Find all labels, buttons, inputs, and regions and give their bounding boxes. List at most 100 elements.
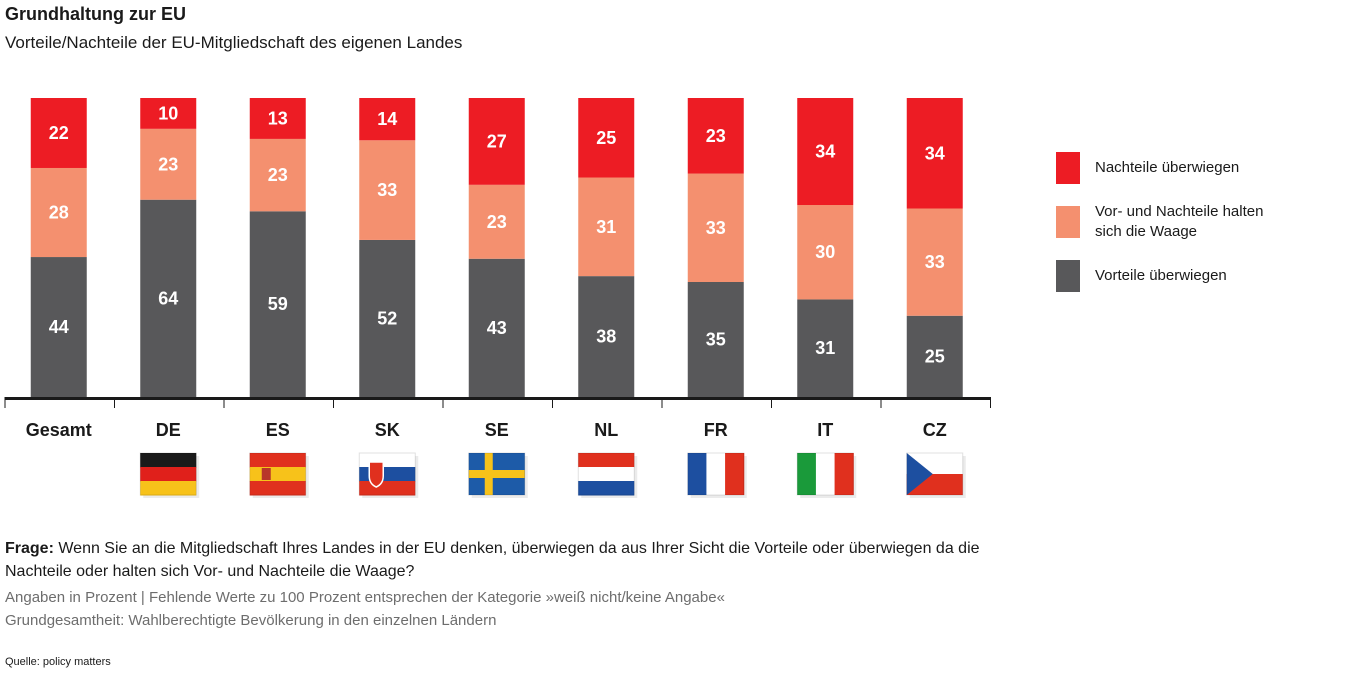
flag-border <box>796 452 854 496</box>
data-label: 13 <box>268 108 288 128</box>
sweden-flag-icon <box>468 452 528 498</box>
bar-segment <box>468 98 525 185</box>
data-label: 34 <box>815 142 835 162</box>
flag-cross <box>468 470 525 478</box>
flag-stripe <box>140 481 197 496</box>
question: Frage: Wenn Sie an die Mitgliedschaft Ih… <box>5 537 985 583</box>
data-label: 35 <box>706 330 726 350</box>
data-label: 10 <box>158 103 178 123</box>
data-label: 44 <box>49 317 69 337</box>
italy-flag-icon <box>796 452 857 498</box>
data-label: 31 <box>596 217 616 237</box>
flag-stripe <box>249 453 306 468</box>
flag-stripe <box>359 481 416 496</box>
bar-segment <box>906 208 963 316</box>
bar-segment <box>30 257 87 397</box>
data-label: 38 <box>596 327 616 347</box>
czech-flag-icon <box>906 452 966 498</box>
data-label: 23 <box>706 126 726 146</box>
legend-swatch <box>1056 206 1080 238</box>
bar-segment <box>468 184 525 259</box>
legend-swatch <box>1056 152 1080 184</box>
flag-stripe <box>578 481 635 496</box>
bar-segment <box>359 98 416 141</box>
data-label: 52 <box>377 308 397 328</box>
legend-item-vorteile: Vorteile überwiegen <box>1056 260 1227 292</box>
flag-stripe <box>834 453 854 495</box>
chart-subtitle: Vorteile/Nachteile der EU-Mitgliedschaft… <box>5 33 463 52</box>
data-label: 33 <box>706 218 726 238</box>
legend-label: Nachteile überwiegen <box>1095 159 1240 176</box>
note-units: Angaben in Prozent | Fehlende Werte zu 1… <box>5 589 725 606</box>
bar-segment <box>797 299 854 397</box>
flag-border <box>577 452 635 496</box>
flag-triangle <box>906 453 933 495</box>
category-label: FR <box>704 420 728 440</box>
flag-border <box>468 452 526 496</box>
flag-border <box>139 452 197 496</box>
bar-segment <box>140 199 197 397</box>
stacked-bar-chart: 44 28 22 Gesamt 64 23 10 DE 59 23 13 ES 52 33 14 SK 43 23… <box>4 98 991 498</box>
flag-stripe <box>249 467 306 482</box>
france-flag-icon <box>687 452 747 498</box>
category-label: SE <box>485 420 509 440</box>
note-population: Grundgesamtheit: Wahlberechtigte Bevölke… <box>5 612 497 629</box>
bar-segment <box>687 98 744 174</box>
bar-segment <box>249 138 306 212</box>
flag-stripe <box>359 467 416 482</box>
data-label: 30 <box>815 242 835 262</box>
chart-title: Grundhaltung zur EU <box>5 4 186 24</box>
spain-flag-icon <box>249 452 309 498</box>
data-label: 28 <box>49 203 69 223</box>
question-label: Frage: <box>5 540 54 557</box>
flag-stripe <box>578 453 635 468</box>
data-label: 23 <box>268 165 288 185</box>
category-label: CZ <box>923 420 947 440</box>
bar-segment <box>906 98 963 209</box>
flag-stripe <box>797 453 817 495</box>
data-label: 34 <box>925 143 945 163</box>
data-label: 64 <box>158 288 178 308</box>
bar-segment <box>30 167 87 258</box>
category-label: SK <box>375 420 400 440</box>
slovakia-flag-icon <box>358 452 419 498</box>
flag-stripe <box>687 453 707 495</box>
bar-segment <box>687 173 744 282</box>
legend-label: Vorteile überwiegen <box>1095 267 1227 284</box>
legend-label: Vor- und Nachteile halten sich die Waage <box>1095 203 1264 240</box>
source: Quelle: policy matters <box>5 656 111 668</box>
flag-border <box>687 452 745 496</box>
data-label: 43 <box>487 318 507 338</box>
bar-segment <box>140 128 197 200</box>
flag-stripe <box>249 481 306 496</box>
germany-flag-icon <box>139 452 200 498</box>
bar-segment <box>906 315 963 397</box>
flag-border <box>358 452 416 496</box>
bar-segment <box>578 177 635 277</box>
data-label: 31 <box>815 338 835 358</box>
data-label: 27 <box>487 131 507 151</box>
bar-segment <box>359 239 416 397</box>
data-label: 23 <box>487 212 507 232</box>
flag-stripe <box>578 467 635 482</box>
bar-segment <box>797 205 854 300</box>
data-label: 59 <box>268 294 288 314</box>
category-label: DE <box>156 420 181 440</box>
flag-coat-of-arms <box>368 461 384 488</box>
data-label: 33 <box>377 180 397 200</box>
flag-border <box>906 452 964 496</box>
bar-segment <box>249 211 306 397</box>
flag-stripe <box>706 453 726 495</box>
data-label: 14 <box>377 109 397 129</box>
data-label: 33 <box>925 252 945 272</box>
data-label: 25 <box>925 346 945 366</box>
flag-stripe <box>140 467 197 482</box>
bar-segment <box>578 98 635 178</box>
flag-stripe <box>725 453 745 495</box>
bar-segment <box>468 258 525 397</box>
bar-segment <box>249 98 306 139</box>
data-label: 23 <box>158 154 178 174</box>
flag-border <box>249 452 307 496</box>
category-label: Gesamt <box>26 420 92 440</box>
